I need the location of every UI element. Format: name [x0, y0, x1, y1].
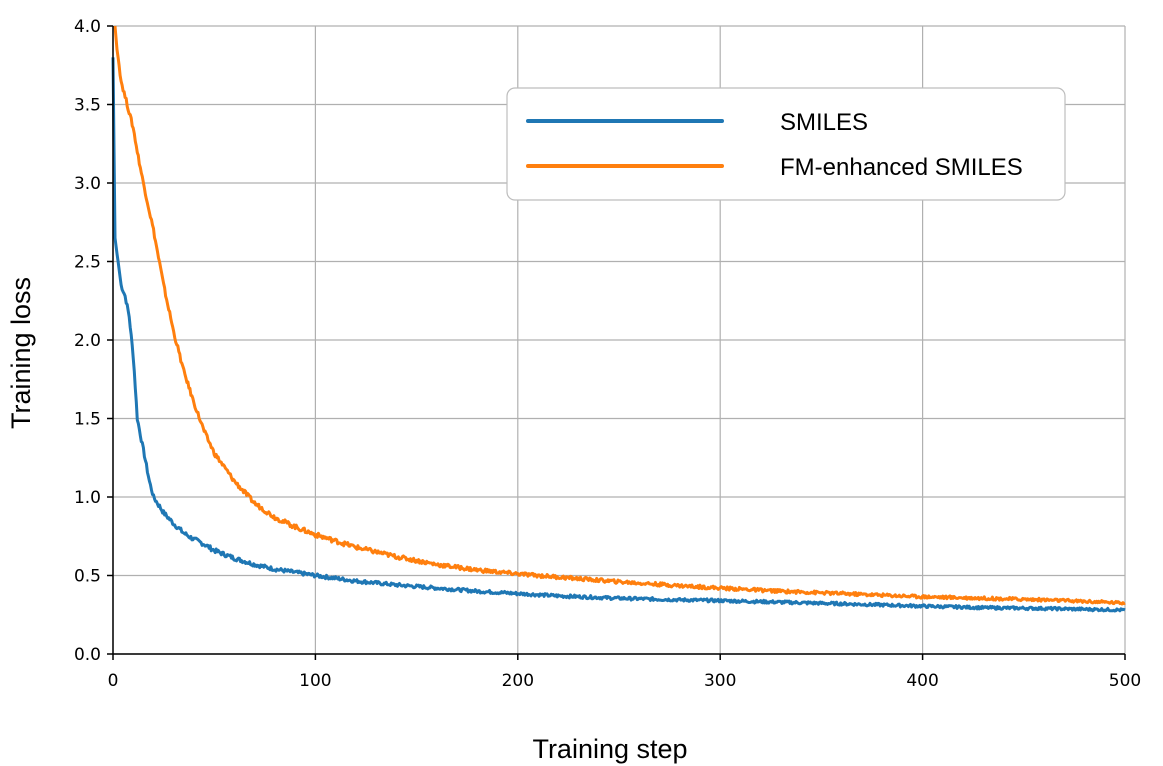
x-axis-title: Training step	[532, 734, 687, 764]
series-lines	[111, 25, 1126, 613]
x-axis-ticks: 0 100 200 300 400 500	[108, 654, 1141, 691]
y-tick-label: 0.5	[74, 567, 101, 587]
legend-label-fm-enhanced-smiles: FM-enhanced SMILES	[780, 154, 1023, 181]
series-line-smiles	[111, 57, 1126, 613]
x-tick-label: 300	[704, 671, 736, 691]
y-tick-label: 2.5	[74, 253, 101, 273]
x-tick-label: 500	[1109, 671, 1141, 691]
series-line-fm-enhanced-smiles	[113, 25, 1126, 606]
y-tick-label: 4.0	[74, 17, 101, 37]
y-tick-label: 1.0	[74, 488, 101, 508]
x-tick-label: 400	[906, 671, 938, 691]
legend-label-smiles: SMILES	[780, 109, 868, 136]
y-tick-label: 1.5	[74, 410, 101, 430]
legend: SMILES FM-enhanced SMILES	[506, 87, 1066, 201]
x-tick-label: 100	[299, 671, 331, 691]
y-tick-label: 2.0	[74, 331, 101, 351]
legend-box	[506, 87, 1066, 201]
y-axis-title: Training loss	[6, 277, 36, 429]
y-tick-label: 3.0	[74, 174, 101, 194]
x-tick-label: 200	[502, 671, 534, 691]
y-tick-label: 0.0	[74, 645, 101, 665]
x-tick-label: 0	[108, 671, 119, 691]
y-axis-ticks: 0.0 0.5 1.0 1.5 2.0 2.5 3.0 3.5 4.0	[74, 17, 113, 665]
y-tick-label: 3.5	[74, 96, 101, 116]
